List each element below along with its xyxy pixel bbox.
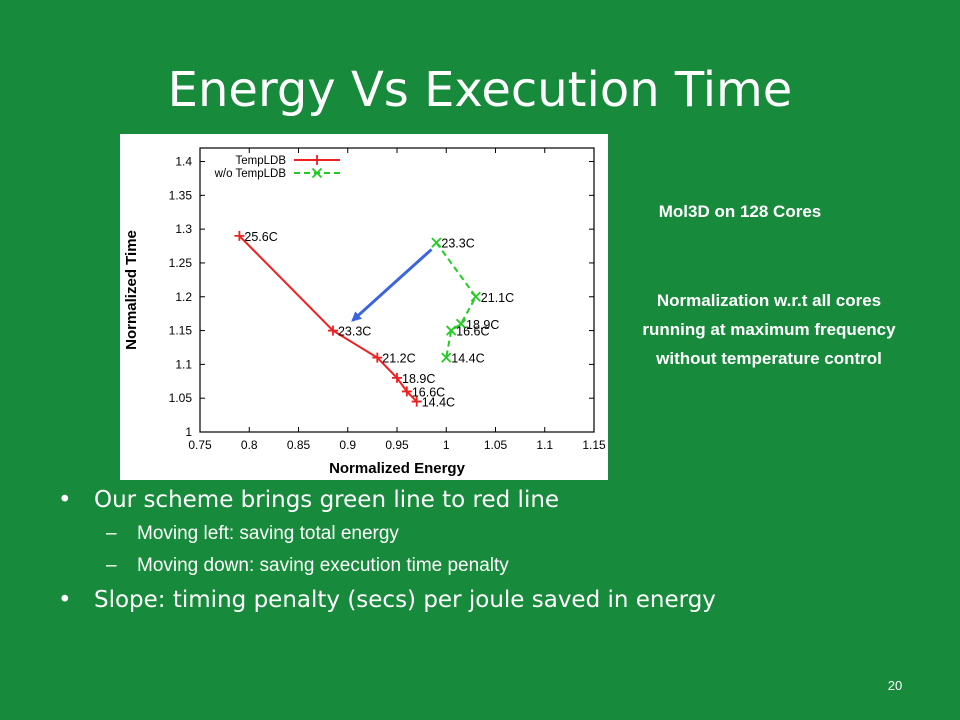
data-point-x	[446, 325, 457, 336]
data-label: 25.6C	[244, 230, 277, 244]
x-axis-label: Normalized Energy	[329, 460, 466, 477]
x-tick-label: 1.1	[536, 438, 553, 452]
data-label: 18.9C	[402, 372, 435, 386]
chart-note-benchmark: Mol3D on 128 Cores	[658, 202, 822, 221]
chart-note-normalization: Normalization w.r.t all cores running at…	[604, 286, 934, 373]
x-tick-label: 0.8	[241, 438, 258, 452]
x-tick-label: 1	[443, 438, 450, 452]
bullet-item: • Slope: timing penalty (secs) per joule…	[58, 582, 938, 618]
sub-bullet-text: Moving left: saving total energy	[137, 523, 399, 544]
data-label: 18.9C	[466, 318, 499, 332]
x-tick-label: 0.95	[385, 438, 409, 452]
slide-title: Energy Vs Execution Time	[167, 62, 793, 118]
y-axis-label: Normalized Time	[123, 230, 140, 350]
x-tick-label: 1.15	[582, 438, 606, 452]
bullet-list: • Our scheme brings green line to red li…	[58, 482, 938, 618]
y-tick-label: 1.1	[175, 357, 192, 371]
series-line-0	[238, 235, 418, 403]
data-label: 23.3C	[441, 237, 474, 251]
bullet-text: Our scheme brings green line to red line	[94, 487, 560, 513]
data-point-plus	[234, 230, 245, 241]
x-tick-label: 0.85	[287, 438, 311, 452]
data-point-x	[431, 237, 442, 248]
sub-bullet-item: – Moving down: saving execution time pen…	[58, 550, 938, 582]
bullet-marker: •	[58, 587, 72, 613]
y-tick-label: 1.2	[175, 290, 192, 304]
y-tick-label: 1.05	[169, 391, 193, 405]
y-tick-label: 1.35	[169, 188, 193, 202]
data-point-plus	[312, 155, 322, 165]
bullet-marker: •	[58, 487, 72, 513]
data-label: 21.1C	[481, 291, 514, 305]
y-tick-label: 1	[185, 425, 192, 439]
energy-time-chart: 0.75 0.8 0.85 0.9 0.95 1 1.05 1.1 1.15 1 1.05 1.1 1.…	[120, 134, 608, 480]
annotation-arrow	[351, 248, 433, 322]
data-point-plus	[327, 325, 338, 336]
data-label: 23.3C	[338, 325, 371, 339]
data-label: 16.6C	[456, 325, 489, 339]
y-tick-label: 1.15	[169, 324, 193, 338]
data-point-x	[455, 318, 467, 329]
data-point-x	[311, 167, 323, 179]
data-label: 14.4C	[422, 396, 455, 410]
data-label: 21.2C	[382, 352, 415, 366]
sub-bullet-text: Moving down: saving execution time penal…	[137, 555, 509, 576]
x-tick-label: 0.75	[188, 438, 212, 452]
normalization-line-1: Normalization w.r.t all cores	[656, 291, 882, 310]
data-point-plus	[411, 396, 422, 407]
series-line-1	[435, 242, 477, 358]
bullet-item: • Our scheme brings green line to red li…	[58, 482, 938, 518]
data-point-x	[470, 291, 481, 302]
bullet-text: Slope: timing penalty (secs) per joule s…	[94, 587, 716, 613]
legend-label: w/o TempLDB	[214, 168, 287, 180]
data-label: 16.6C	[412, 385, 445, 399]
chart-svg: 0.75 0.8 0.85 0.9 0.95 1 1.05 1.1 1.15 1 1.05 1.1 1.…	[123, 147, 606, 477]
normalization-line-2: running at maximum frequency	[642, 320, 896, 339]
data-point-x	[441, 352, 452, 363]
legend-label: TempLDB	[236, 155, 287, 167]
page-number: 20	[887, 678, 903, 693]
data-point-plus	[392, 372, 402, 383]
plot-frame	[199, 147, 595, 433]
data-point-plus	[372, 352, 383, 363]
y-tick-label: 1.3	[175, 222, 192, 236]
y-tick-label: 1.4	[175, 155, 192, 169]
x-tick-label: 0.9	[339, 438, 356, 452]
data-label: 14.4C	[451, 352, 484, 366]
sub-bullet-item: – Moving left: saving total energy	[58, 518, 938, 550]
x-tick-label: 1.05	[484, 438, 508, 452]
sub-bullet-marker: –	[106, 555, 117, 576]
data-point-plus	[401, 386, 412, 397]
sub-bullet-marker: –	[106, 523, 117, 544]
normalization-line-3: without temperature control	[656, 349, 882, 368]
y-tick-label: 1.25	[169, 256, 193, 270]
